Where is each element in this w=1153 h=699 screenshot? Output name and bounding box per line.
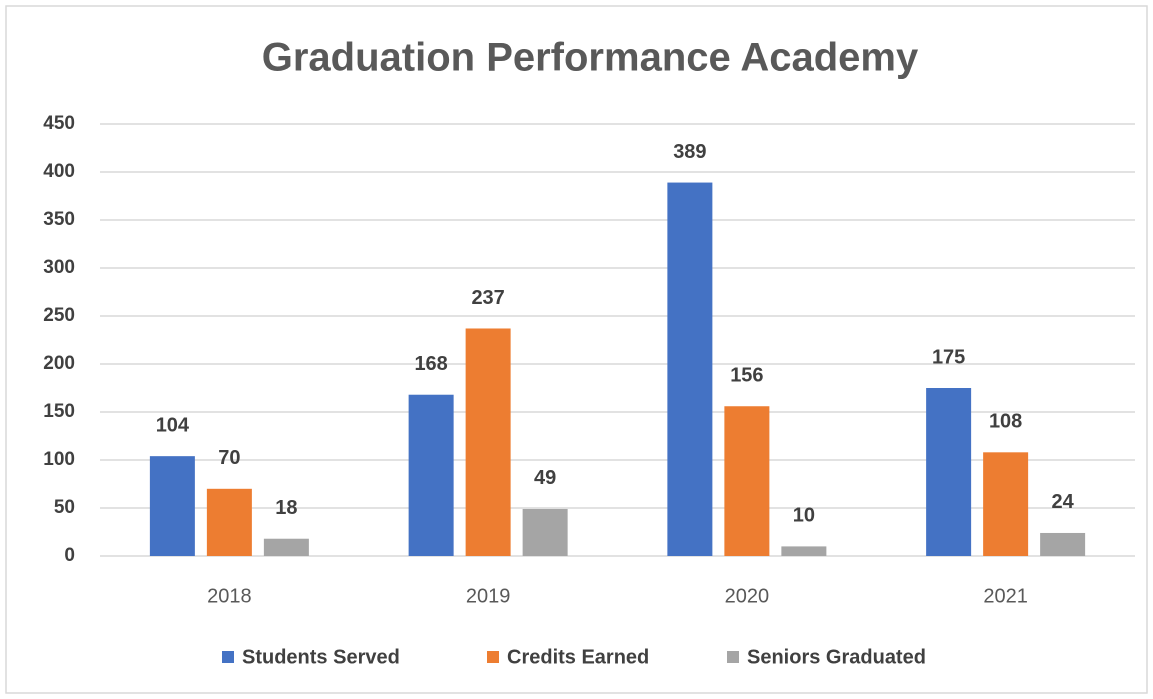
legend-label: Seniors Graduated (747, 646, 926, 668)
bar (465, 328, 511, 556)
legend-label: Credits Earned (507, 646, 649, 668)
bar (522, 508, 568, 556)
chart-border (5, 5, 1148, 694)
y-tick-label: 0 (64, 545, 75, 566)
bar (781, 546, 827, 556)
data-label: 104 (156, 414, 190, 436)
legend-swatch (487, 651, 499, 663)
y-tick-label: 200 (43, 353, 75, 374)
data-label: 168 (414, 353, 447, 375)
data-label: 156 (730, 365, 763, 387)
data-label: 70 (218, 447, 240, 469)
x-tick-label: 2018 (207, 585, 252, 607)
data-label: 175 (932, 346, 965, 368)
y-tick-label: 450 (43, 113, 75, 134)
bar (408, 394, 454, 556)
bar (926, 388, 972, 556)
bar (263, 538, 309, 556)
y-tick-label: 50 (54, 497, 75, 518)
chart-title: Graduation Performance Academy (262, 36, 919, 80)
y-tick-label: 400 (43, 161, 75, 182)
bar (983, 452, 1029, 556)
data-label: 24 (1052, 491, 1075, 513)
legend-swatch (222, 651, 234, 663)
x-tick-label: 2019 (466, 585, 511, 607)
y-tick-label: 150 (43, 401, 75, 422)
x-tick-label: 2020 (725, 585, 770, 607)
data-label: 108 (989, 411, 1022, 433)
data-label: 49 (534, 467, 556, 489)
legend-swatch (727, 651, 739, 663)
bar (724, 406, 770, 556)
y-tick-label: 350 (43, 209, 75, 230)
x-tick-label: 2021 (983, 585, 1028, 607)
bar (667, 182, 713, 556)
bar (206, 488, 252, 556)
y-tick-label: 250 (43, 305, 75, 326)
legend-label: Students Served (242, 646, 400, 668)
bar (1040, 532, 1086, 556)
y-tick-label: 300 (43, 257, 75, 278)
data-label: 18 (275, 497, 297, 519)
data-label: 10 (793, 505, 815, 527)
y-tick-label: 100 (43, 449, 75, 470)
bar (149, 456, 195, 556)
data-label: 389 (673, 141, 706, 163)
data-label: 237 (471, 287, 504, 309)
